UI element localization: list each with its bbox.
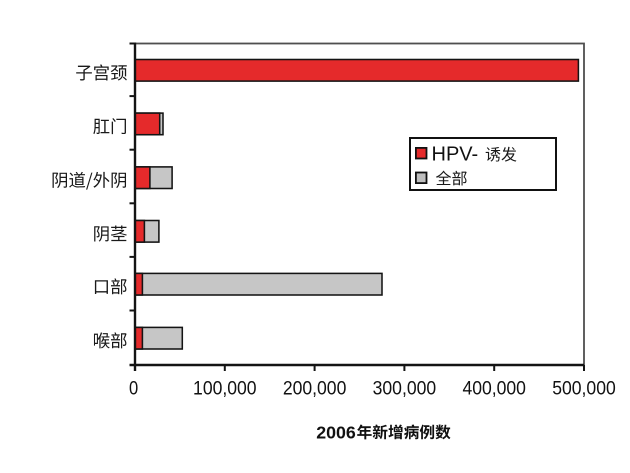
svg-text:2006: 2006 (316, 422, 356, 442)
svg-text:0: 0 (129, 378, 138, 400)
svg-text:200,000: 200,000 (283, 378, 347, 400)
svg-text:100,000: 100,000 (193, 378, 257, 400)
svg-text:400,000: 400,000 (462, 378, 526, 400)
svg-text:300,000: 300,000 (373, 378, 437, 400)
svg-text:HPV-: HPV- (432, 144, 479, 166)
svg-text:500,000: 500,000 (552, 378, 616, 400)
